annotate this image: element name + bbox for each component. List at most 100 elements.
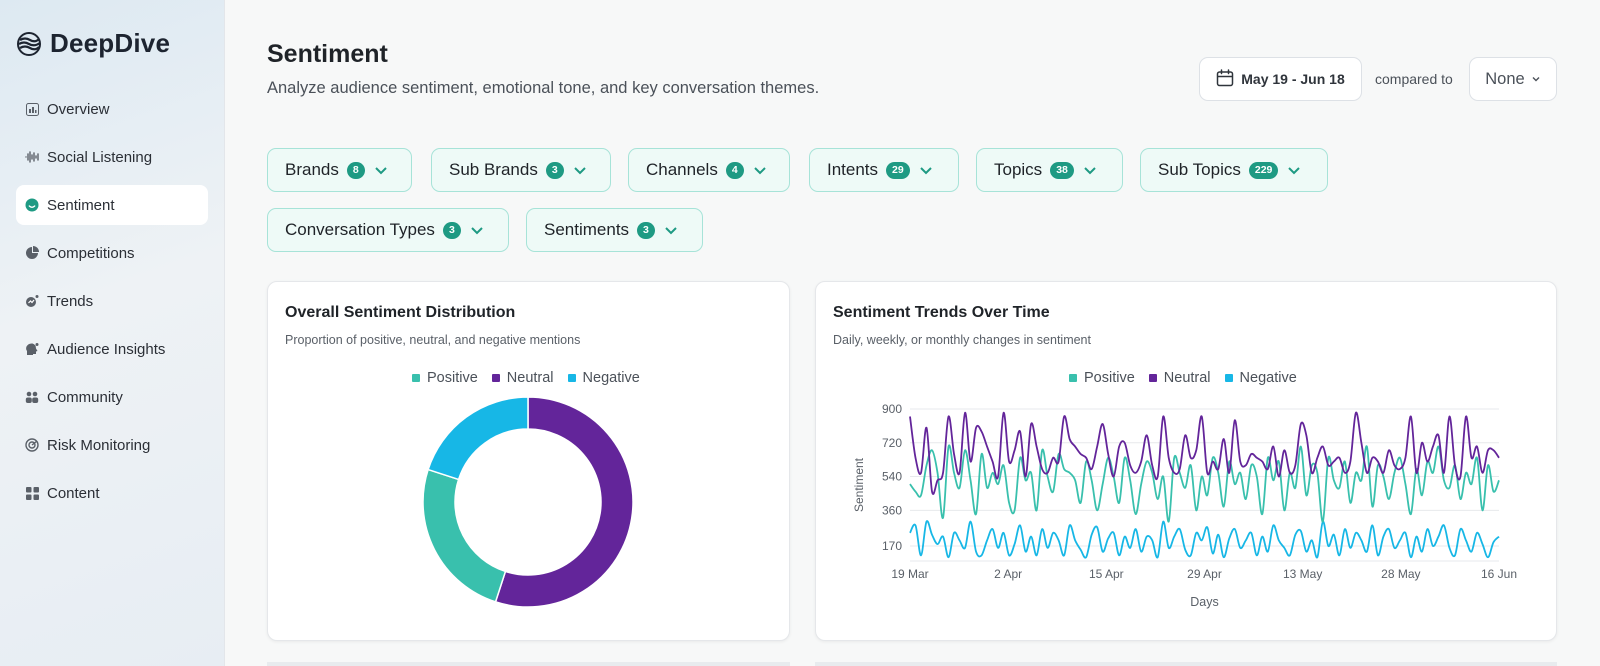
chevron-down-icon	[752, 162, 768, 178]
count-badge: 4	[725, 161, 744, 179]
page-subtitle: Analyze audience sentiment, emotional to…	[267, 79, 820, 97]
filter-brands[interactable]: Brands 8	[267, 148, 412, 192]
date-range-button[interactable]: May 19 - Jun 18	[1199, 57, 1362, 101]
legend-label: Neutral	[1163, 370, 1211, 386]
sidebar-nav: Overview Social Listening Sentiment Comp…	[16, 89, 208, 521]
legend-positive[interactable]: Positive	[412, 370, 478, 386]
chart-legend: Positive Neutral Negative	[412, 370, 640, 386]
series-line-negative[interactable]	[909, 520, 1500, 559]
sentiment-trend-line-chart: 170 360 540 720 900 19 Mar 2 Apr 15 Apr 29 Apr 13…	[852, 402, 1517, 609]
filter-sentiments[interactable]: Sentiments 3	[526, 208, 703, 252]
page-title: Sentiment	[267, 40, 388, 68]
y-tick-label: 360	[882, 503, 902, 517]
filter-sub-topics[interactable]: Sub Topics 229	[1140, 148, 1328, 192]
legend-swatch	[412, 374, 420, 382]
people-icon	[25, 390, 39, 404]
head-icon	[25, 342, 39, 356]
calendar-icon	[1216, 68, 1234, 90]
x-axis-title: Days	[1190, 595, 1218, 609]
app-name: DeepDive	[50, 28, 171, 58]
sidebar-item-label: Overview	[47, 100, 110, 118]
donut-slice-negative[interactable]	[427, 397, 529, 481]
x-tick-label: 13 May	[1283, 567, 1322, 581]
series-line-positive[interactable]	[909, 444, 1500, 523]
filter-label: Conversation Types	[285, 220, 435, 239]
y-tick-label: 170	[882, 539, 902, 553]
count-badge: 8	[346, 161, 365, 179]
compare-select[interactable]: None	[1469, 57, 1557, 101]
filter-intents[interactable]: Intents 29	[809, 148, 959, 192]
x-tick-label: 2 Apr	[994, 567, 1022, 581]
main-content: Sentiment Analyze audience sentiment, em…	[225, 0, 1600, 666]
sidebar: DeepDive Overview Social Listening Senti…	[0, 0, 225, 666]
legend-neutral[interactable]: Neutral	[491, 370, 554, 386]
filter-label: Channels	[646, 160, 718, 179]
chevron-down-icon	[918, 162, 934, 178]
sidebar-item-label: Competitions	[47, 244, 135, 262]
x-tick-label: 29 Apr	[1187, 567, 1222, 581]
legend-label: Neutral	[506, 370, 554, 386]
x-tick-label: 28 May	[1381, 567, 1420, 581]
sidebar-item-risk-monitoring[interactable]: Risk Monitoring	[16, 425, 208, 465]
y-tick-label: 900	[882, 402, 902, 416]
next-card-edge	[815, 662, 1557, 666]
sidebar-item-label: Trends	[47, 292, 94, 310]
legend-label: Negative	[582, 370, 640, 386]
bar-chart-icon	[25, 102, 39, 116]
filter-topics[interactable]: Topics 38	[976, 148, 1123, 192]
date-range-label: May 19 - Jun 18	[1241, 71, 1345, 87]
compare-value: None	[1485, 69, 1525, 88]
filter-label: Sub Brands	[449, 160, 538, 179]
filter-channels[interactable]: Channels 4	[628, 148, 790, 192]
legend-swatch	[1069, 374, 1077, 382]
count-badge: 3	[545, 161, 564, 179]
count-badge: 29	[886, 161, 910, 179]
sidebar-item-content[interactable]: Content	[16, 473, 208, 513]
filter-label: Intents	[827, 160, 879, 179]
series-line-neutral[interactable]	[909, 411, 1500, 495]
chevron-down-icon	[1531, 70, 1541, 89]
sentiment-trends-card: Sentiment Trends Over Time Daily, weekly…	[815, 281, 1557, 641]
legend-swatch	[491, 374, 500, 382]
brand[interactable]: DeepDive	[16, 28, 170, 59]
count-badge: 3	[442, 221, 461, 239]
sidebar-item-community[interactable]: Community	[16, 377, 208, 417]
donut-slice-neutral[interactable]	[494, 397, 634, 608]
compared-to-label: compared to	[1375, 71, 1453, 87]
sidebar-item-audience-insights[interactable]: Audience Insights	[16, 329, 208, 369]
legend-swatch	[1224, 374, 1233, 382]
filter-conversation-types[interactable]: Conversation Types 3	[267, 208, 509, 252]
legend-negative[interactable]: Negative	[567, 370, 640, 386]
sidebar-item-overview[interactable]: Overview	[16, 89, 208, 129]
legend-negative[interactable]: Negative	[1224, 370, 1297, 386]
x-tick-label: 16 Jun	[1481, 567, 1517, 581]
sidebar-item-sentiment[interactable]: Sentiment	[16, 185, 208, 225]
sidebar-item-label: Community	[47, 388, 123, 406]
legend-positive[interactable]: Positive	[1069, 370, 1135, 386]
legend-swatch	[1148, 374, 1157, 382]
legend-swatch	[567, 374, 576, 382]
chevron-down-icon	[572, 162, 588, 178]
donut-slice-positive[interactable]	[422, 468, 507, 603]
filter-label: Sub Topics	[1158, 160, 1241, 179]
waveform-icon	[25, 150, 39, 164]
count-badge: 3	[637, 221, 655, 239]
sidebar-item-competitions[interactable]: Competitions	[16, 233, 208, 273]
filter-label: Sentiments	[544, 220, 630, 239]
chevron-down-icon	[373, 162, 389, 178]
sidebar-item-label: Sentiment	[47, 196, 115, 214]
filter-sub-brands[interactable]: Sub Brands 3	[431, 148, 611, 192]
legend-neutral[interactable]: Neutral	[1148, 370, 1211, 386]
card-title: Sentiment Trends Over Time	[833, 304, 1050, 321]
chart-legend: Positive Neutral Negative	[1069, 370, 1297, 386]
smile-icon	[25, 198, 39, 212]
sentiment-distribution-card: Overall Sentiment Distribution Proportio…	[267, 281, 790, 641]
sidebar-item-trends[interactable]: Trends	[16, 281, 208, 321]
next-card-edge	[267, 662, 790, 666]
grid-icon	[25, 486, 39, 500]
sidebar-item-label: Content	[47, 484, 100, 502]
card-subtitle: Daily, weekly, or monthly changes in sen…	[833, 333, 1091, 347]
filter-label: Brands	[285, 160, 339, 179]
sidebar-item-social-listening[interactable]: Social Listening	[16, 137, 208, 177]
sidebar-item-label: Social Listening	[47, 148, 153, 166]
